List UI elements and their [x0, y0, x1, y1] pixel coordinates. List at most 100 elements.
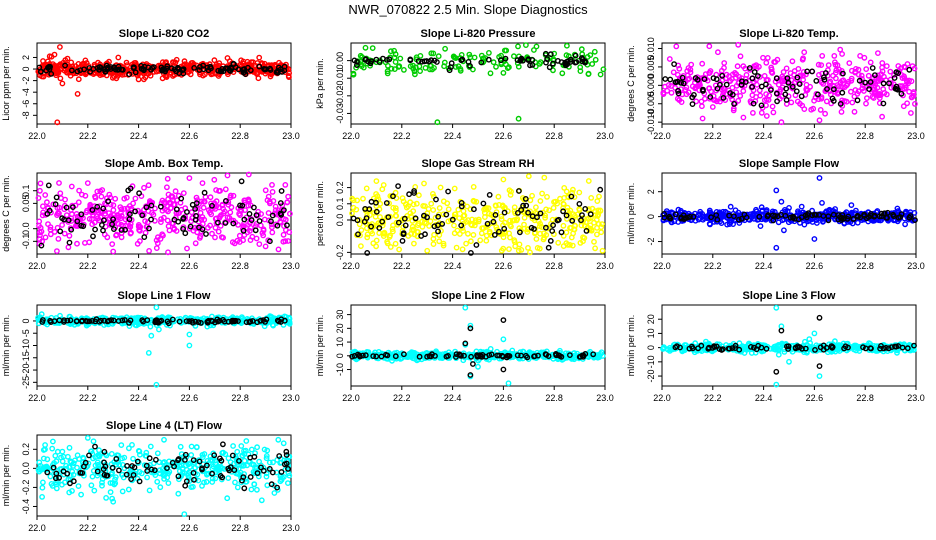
reference-point [115, 63, 122, 70]
data-point [599, 221, 605, 228]
data-point [224, 55, 231, 61]
reference-point [816, 363, 823, 369]
chart-panel-3: Slope Li-820 Temp.degrees C per min.22.0… [626, 28, 925, 141]
data-point [422, 65, 429, 71]
data-point [57, 75, 64, 82]
data-point [467, 238, 474, 245]
reference-point [804, 68, 811, 75]
data-point [350, 71, 357, 78]
y-tick-label: -6 [21, 100, 31, 108]
data-point [737, 53, 744, 60]
data-point [392, 212, 399, 219]
data-point [720, 89, 727, 96]
data-point [481, 214, 488, 221]
reference-point [223, 65, 230, 72]
reference-point [878, 213, 885, 220]
data-point [816, 117, 823, 124]
reference-point [522, 195, 529, 202]
data-point [846, 60, 853, 66]
y-axis-label: ml/min per min. [626, 315, 636, 377]
x-tick-label: 22.4 [130, 393, 148, 403]
data-point [910, 89, 917, 95]
reference-point [281, 63, 288, 70]
data-point [770, 109, 777, 116]
data-point [686, 75, 693, 82]
data-point [583, 219, 589, 226]
y-tick-label: -0.03 [335, 103, 345, 124]
data-point [189, 60, 196, 66]
reference-point [94, 203, 101, 210]
data-point [576, 207, 583, 213]
data-point [152, 205, 158, 212]
x-tick-label: 22.8 [545, 393, 563, 403]
data-point [66, 232, 73, 239]
reference-point [46, 207, 53, 214]
data-point [887, 68, 894, 75]
data-point [729, 71, 736, 78]
data-point [280, 215, 287, 222]
data-point [768, 64, 775, 71]
data-point [222, 186, 229, 193]
reference-point [736, 346, 743, 353]
data-point [848, 202, 855, 209]
data-point [39, 212, 46, 219]
data-point [40, 73, 47, 80]
reference-point [435, 213, 442, 220]
reference-point [401, 215, 408, 222]
data-point [715, 49, 721, 56]
data-point [424, 247, 431, 254]
data-point [266, 198, 273, 205]
reference-point [362, 352, 369, 359]
data-point [763, 59, 770, 66]
data-point [155, 326, 162, 333]
data-point [59, 80, 66, 87]
data-point [282, 181, 289, 188]
reference-point [701, 76, 708, 83]
data-point [204, 224, 211, 231]
data-point [844, 81, 851, 87]
data-point [421, 180, 427, 187]
reference-point [525, 209, 531, 216]
reference-point [178, 195, 185, 202]
reference-point [176, 66, 182, 73]
reference-point [751, 344, 757, 351]
data-point [848, 75, 855, 82]
x-tick-label: 22.2 [704, 393, 722, 403]
data-point [781, 348, 788, 355]
data-point [392, 59, 399, 65]
reference-point [64, 317, 71, 324]
data-point [508, 188, 514, 195]
data-point [673, 43, 680, 50]
data-point [735, 41, 742, 48]
y-tick-label: -10 [646, 355, 656, 368]
data-point [426, 223, 432, 229]
reference-point [118, 66, 125, 73]
data-point [247, 237, 254, 244]
data-point [853, 66, 859, 72]
y-tick-label: -0.1 [21, 234, 31, 250]
data-point [724, 221, 730, 228]
reference-point [424, 353, 430, 360]
reference-point [192, 318, 199, 325]
x-tick-label: 23.0 [282, 261, 300, 271]
data-point [736, 340, 743, 347]
x-tick-label: 22.0 [653, 261, 671, 271]
reference-point [880, 80, 887, 87]
reference-point [116, 66, 122, 73]
reference-point [257, 317, 264, 324]
y-tick-label: 30 [335, 310, 345, 320]
chart-title: Slope Line 3 Flow [743, 290, 836, 302]
data-point [692, 340, 699, 347]
data-point [209, 479, 216, 485]
data-point [104, 195, 110, 202]
data-point [261, 446, 268, 453]
data-point [763, 113, 770, 119]
data-point [429, 66, 436, 73]
data-point [545, 224, 551, 231]
reference-point [187, 223, 194, 230]
reference-point [192, 216, 199, 223]
reference-point [89, 207, 96, 213]
data-point [560, 243, 567, 250]
